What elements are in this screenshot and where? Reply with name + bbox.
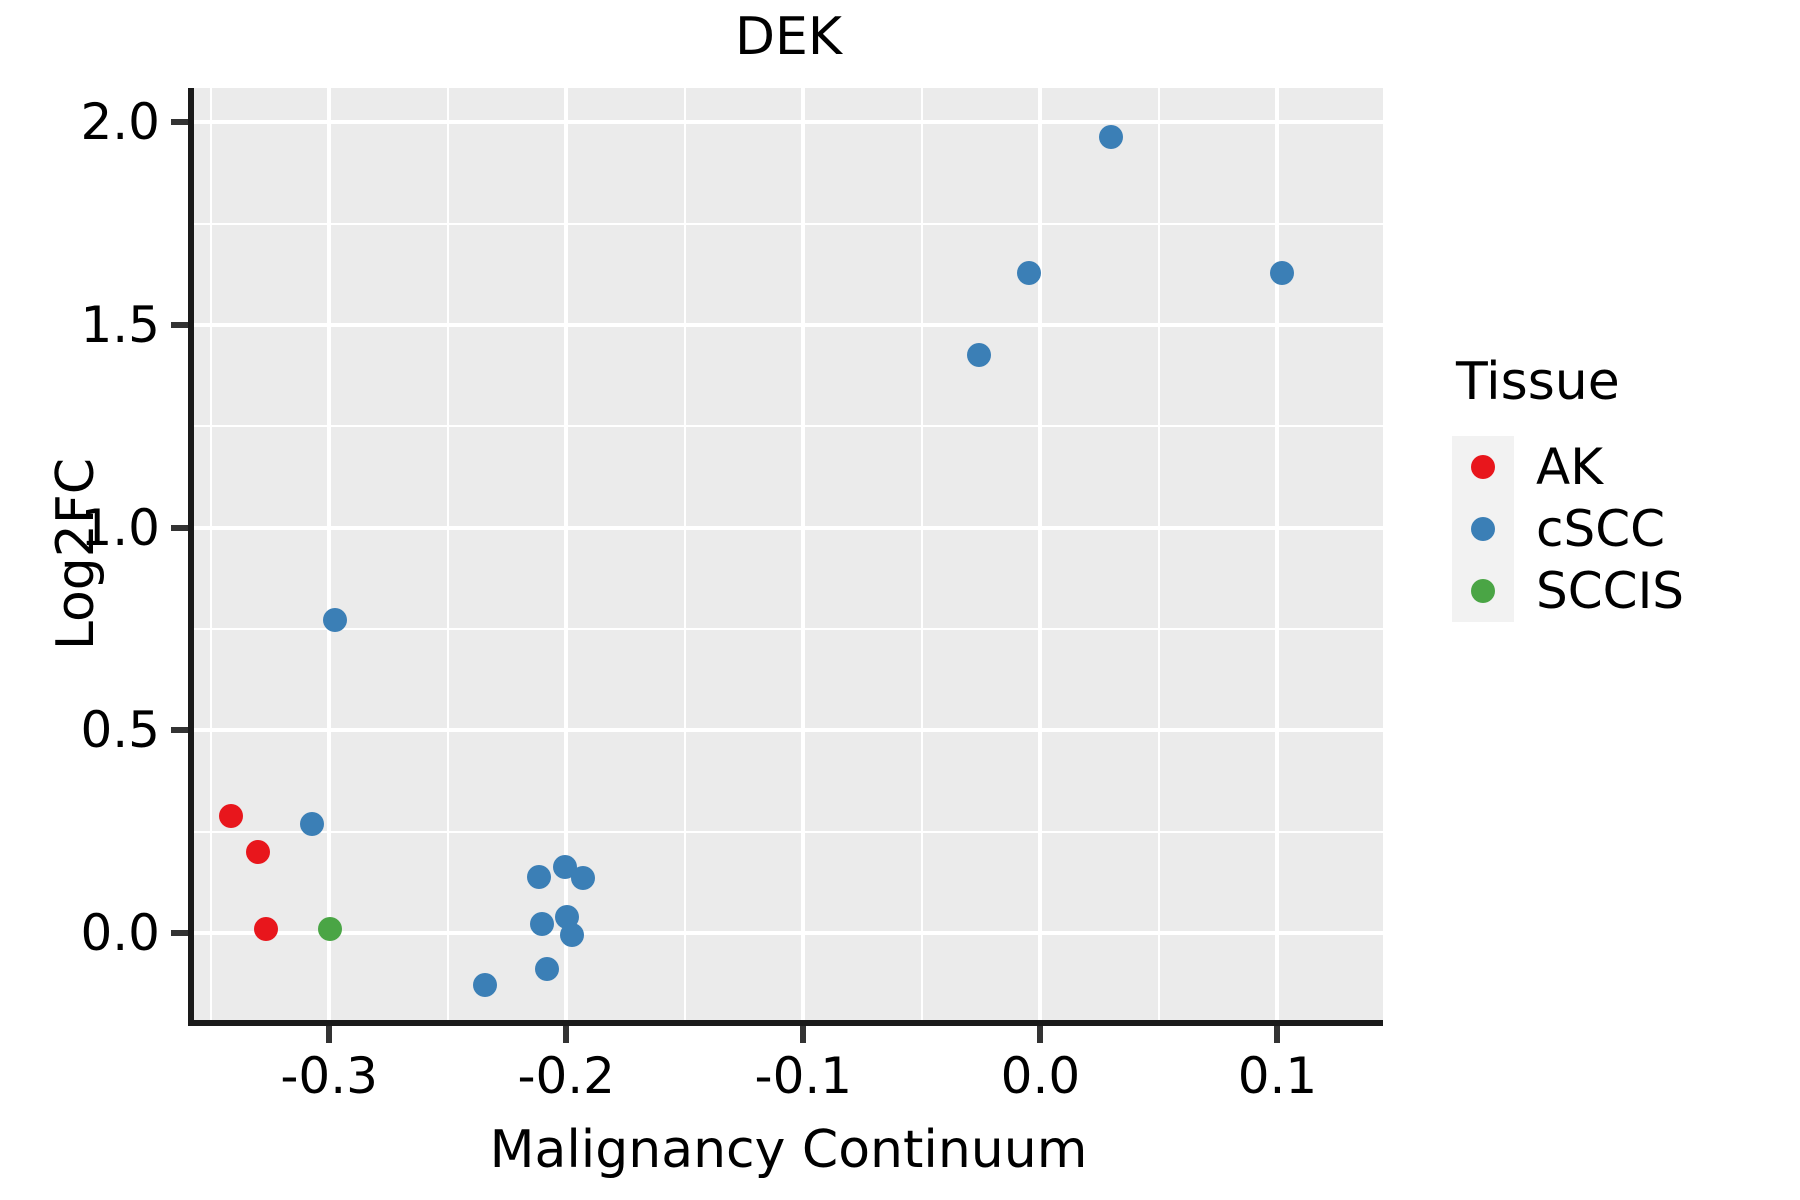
gridline-y-major [194,120,1383,125]
gridline-x-minor [1157,88,1160,1020]
y-axis-line [188,88,194,1024]
legend-swatch [1452,498,1514,560]
legend-item[interactable]: cSCC [1452,498,1684,560]
data-point [570,865,595,890]
data-point [1098,125,1123,150]
gridline-y-major [194,525,1383,530]
legend-color-dot-icon [1471,579,1495,603]
y-axis-title: Log2FC [46,457,106,651]
x-tick-mark [563,1026,570,1043]
x-tick-label: 0.1 [1237,1047,1318,1105]
data-point [1016,261,1041,286]
data-point [967,342,992,367]
legend-item[interactable]: SCCIS [1452,560,1684,622]
data-point [299,812,324,837]
gridline-x-major [1038,88,1043,1020]
data-point [253,916,278,941]
gridline-x-minor [920,88,923,1020]
data-point [527,864,552,889]
gridline-y-minor [194,425,1383,428]
legend-item-label: SCCIS [1536,562,1685,620]
gridline-x-major [564,88,569,1020]
y-tick-mark [171,322,188,329]
y-tick-label: 0.0 [80,903,160,962]
data-point [473,972,498,997]
legend-item-label: AK [1536,438,1603,496]
x-tick-mark [1274,1026,1281,1043]
plot-panel [194,88,1383,1020]
gridline-x-major [1275,88,1280,1020]
x-tick-mark [1037,1026,1044,1043]
gridline-x-major [327,88,332,1020]
gridline-y-minor [194,222,1383,225]
data-point [322,608,347,633]
gridline-x-major [801,88,806,1020]
x-tick-mark [326,1026,333,1043]
legend: Tissue AK cSCC SCCIS [1452,352,1684,622]
gridline-y-minor [194,830,1383,833]
gridline-y-major [194,728,1383,733]
data-point [560,922,585,947]
y-tick-mark [171,119,188,126]
x-tick-label: -0.1 [754,1047,853,1105]
y-tick-label: 1.0 [80,498,160,557]
y-tick-mark [171,524,188,531]
data-point [530,911,555,936]
gridline-x-minor [683,88,686,1020]
legend-swatch [1452,436,1514,498]
data-point [318,916,343,941]
x-axis-title: Malignancy Continuum [489,1120,1088,1180]
page-title: DEK [735,7,842,67]
y-tick-mark [171,727,188,734]
x-tick-label: -0.3 [280,1047,378,1105]
gridline-x-minor [446,88,449,1020]
data-point [534,957,559,982]
x-axis-line [188,1020,1383,1026]
gridline-y-minor [194,627,1383,630]
legend-color-dot-icon [1471,455,1495,479]
gridline-y-major [194,930,1383,935]
gridline-y-major [194,323,1383,328]
legend-item-label: cSCC [1536,500,1666,558]
data-point [245,839,270,864]
legend-entries: AK cSCC SCCIS [1452,436,1684,622]
legend-swatch [1452,560,1514,622]
data-point [218,804,243,829]
x-tick-label: -0.2 [517,1047,615,1105]
gridline-x-minor [209,88,212,1020]
y-tick-label: 0.5 [80,701,160,760]
legend-color-dot-icon [1471,517,1495,541]
data-point [1270,261,1295,286]
y-tick-label: 1.5 [80,296,160,355]
legend-title: Tissue [1456,352,1620,412]
x-tick-mark [800,1026,807,1043]
x-tick-label: 0.0 [1000,1047,1081,1105]
y-tick-label: 2.0 [80,93,160,152]
y-tick-mark [171,929,188,936]
legend-item[interactable]: AK [1452,436,1684,498]
